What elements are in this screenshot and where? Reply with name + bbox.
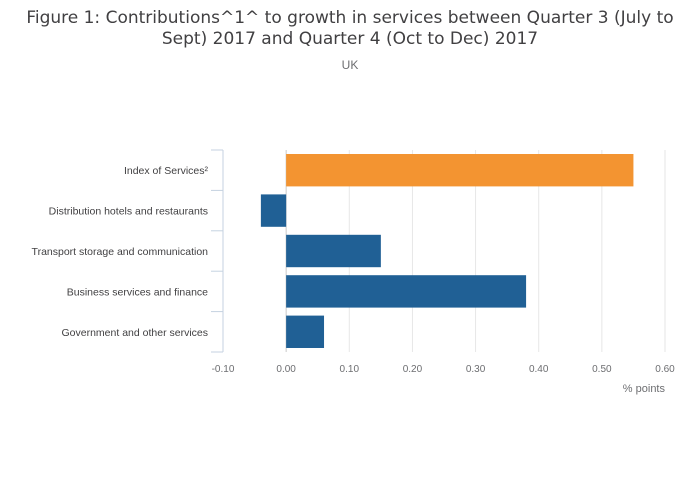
x-tick-label: -0.10 (212, 364, 235, 375)
bar (286, 154, 634, 187)
y-axis (211, 149, 224, 353)
category-label: Distribution hotels and restaurants (49, 206, 208, 218)
bar (286, 234, 381, 268)
bar (260, 194, 287, 227)
x-tick-label: 0.60 (655, 364, 675, 375)
x-axis-ticks: -0.10 0.00 0.10 0.20 0.30 0.40 0.50 0.60 (212, 364, 676, 375)
bars (260, 154, 634, 348)
chart-subtitle: UK (342, 58, 359, 72)
x-tick-label: 0.00 (276, 364, 296, 375)
x-axis-title: % points (623, 383, 666, 395)
x-tick-label: 0.50 (592, 364, 612, 375)
bar (286, 275, 527, 308)
x-tick-label: 0.30 (466, 364, 486, 375)
category-label: Index of Services² (124, 165, 209, 177)
x-tick-label: 0.40 (529, 364, 549, 375)
category-labels: Index of Services² Distribution hotels an… (32, 165, 209, 339)
x-tick-label: 0.10 (340, 364, 360, 375)
category-label: Business services and finance (67, 286, 208, 298)
category-label: Transport storage and communication (32, 246, 209, 258)
category-label: Government and other services (62, 327, 209, 339)
x-tick-label: 0.20 (403, 364, 423, 375)
chart-title-line: Sept) 2017 and Quarter 4 (Oct to Dec) 20… (162, 29, 538, 49)
bar (286, 315, 325, 348)
chart-title-line: Figure 1: Contributions^1^ to growth in … (26, 8, 673, 28)
chart-title: Figure 1: Contributions^1^ to growth in … (26, 8, 673, 49)
